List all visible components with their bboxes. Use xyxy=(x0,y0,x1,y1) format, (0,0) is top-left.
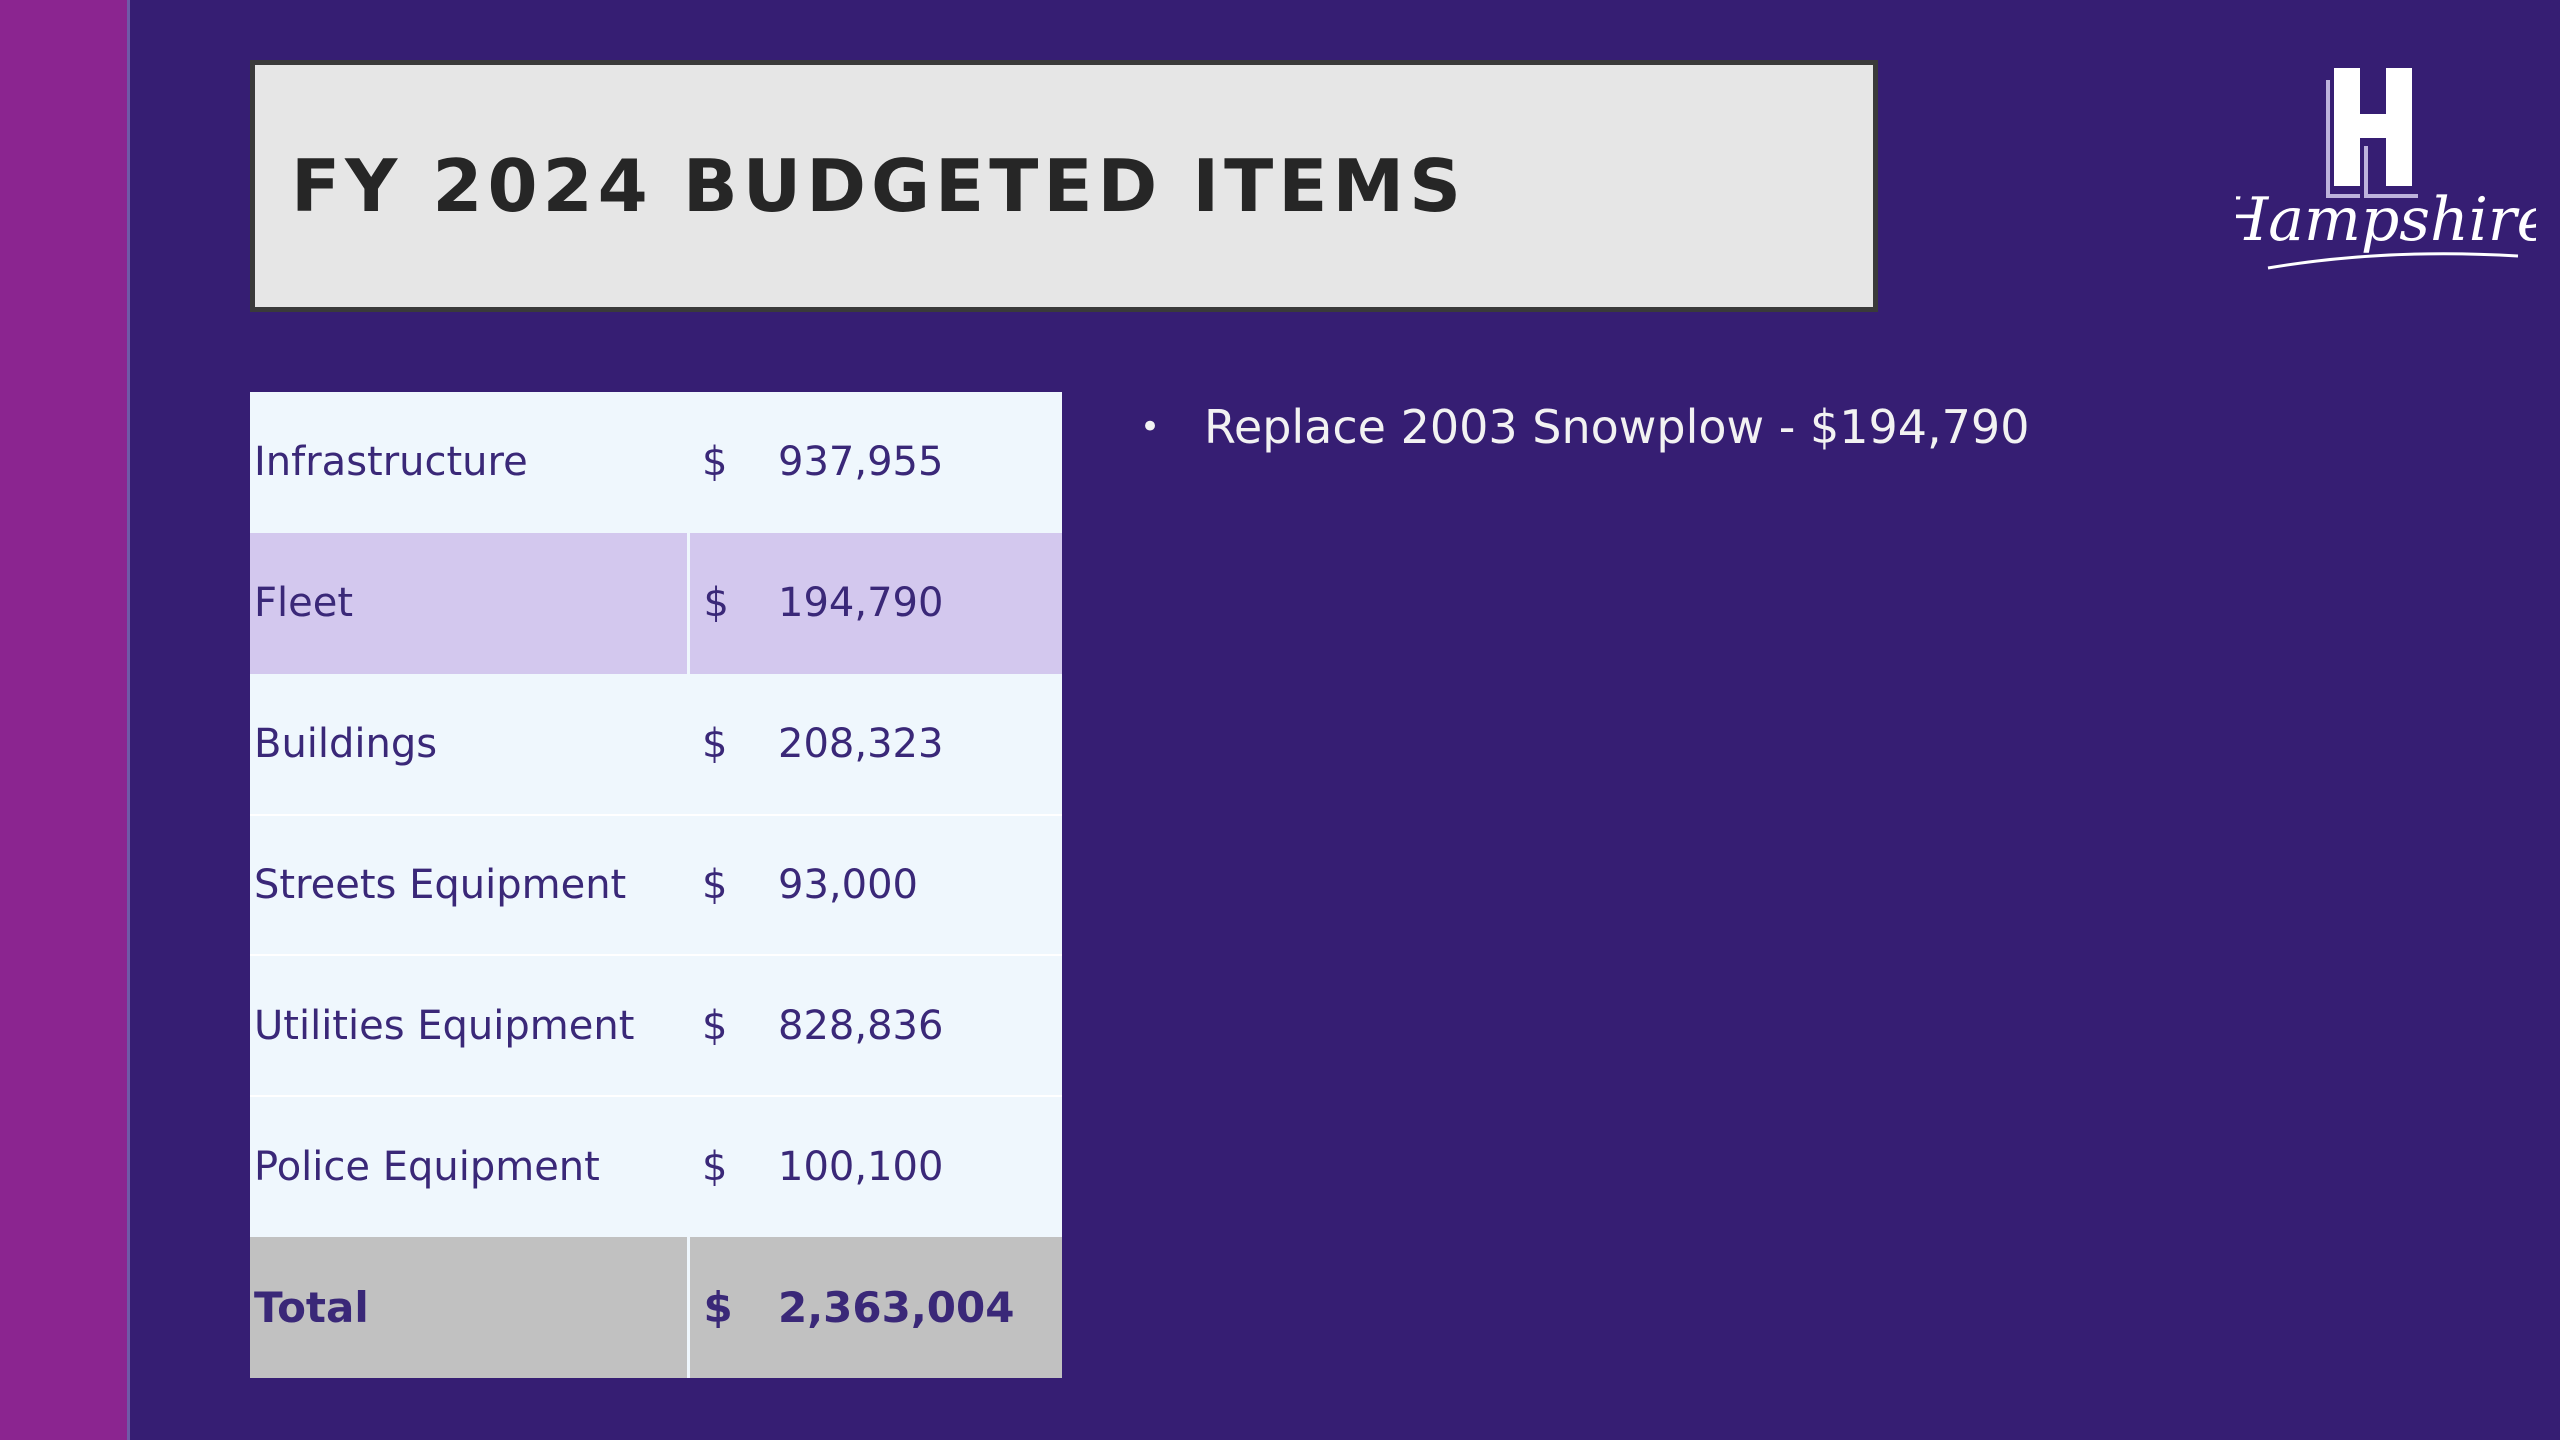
row-amount: 100,100 xyxy=(778,1095,1062,1238)
row-label: Buildings xyxy=(250,673,688,815)
table-row: Infrastructure $937,955 xyxy=(250,392,1062,533)
row-label: Streets Equipment xyxy=(250,813,688,956)
title-box: FY 2024 BUDGETED ITEMS xyxy=(250,60,1878,312)
bullet-text: Replace 2003 Snowplow - $194,790 xyxy=(1204,400,2030,454)
row-label: Infrastructure xyxy=(250,392,688,533)
bullet-item: • Replace 2003 Snowplow - $194,790 xyxy=(1140,400,2029,454)
row-amount: 2,363,004 xyxy=(778,1237,1062,1378)
currency-symbol: $ xyxy=(688,1237,778,1378)
currency-symbol: $ xyxy=(688,673,778,815)
row-label: Police Equipment xyxy=(250,1095,688,1238)
currency-symbol: $ xyxy=(688,813,778,956)
table-row: Police Equipment $100,100 xyxy=(250,1095,1062,1238)
table-row: Streets Equipment $93,000 xyxy=(250,813,1062,956)
currency-symbol: $ xyxy=(688,532,778,674)
currency-symbol: $ xyxy=(688,1095,778,1238)
budget-table: Infrastructure $937,955 Fleet $194,790 Build… xyxy=(250,392,1062,1378)
logo-wordmark: Hampshire xyxy=(2236,185,2536,255)
table-row: Buildings $208,323 xyxy=(250,673,1062,815)
row-amount: 828,836 xyxy=(778,954,1062,1097)
table-row: Fleet $194,790 xyxy=(250,532,1062,674)
row-label: Total xyxy=(250,1237,690,1378)
table-total-row: Total $2,363,004 xyxy=(250,1237,1062,1378)
row-label: Fleet xyxy=(250,532,690,674)
row-label: Utilities Equipment xyxy=(250,954,688,1097)
table-row: Utilities Equipment $828,836 xyxy=(250,954,1062,1097)
page-title: FY 2024 BUDGETED ITEMS xyxy=(291,144,1466,228)
row-amount: 937,955 xyxy=(778,392,1062,533)
accent-bar xyxy=(0,0,130,1440)
row-amount: 93,000 xyxy=(778,813,1062,956)
hampshire-logo: Hampshire xyxy=(2215,60,2552,280)
bullet-dot: • xyxy=(1140,407,1161,447)
row-amount: 194,790 xyxy=(778,532,1062,674)
currency-symbol: $ xyxy=(688,954,778,1097)
currency-symbol: $ xyxy=(688,392,778,533)
row-amount: 208,323 xyxy=(778,673,1062,815)
bullet-list: • Replace 2003 Snowplow - $194,790 xyxy=(1140,400,2029,454)
